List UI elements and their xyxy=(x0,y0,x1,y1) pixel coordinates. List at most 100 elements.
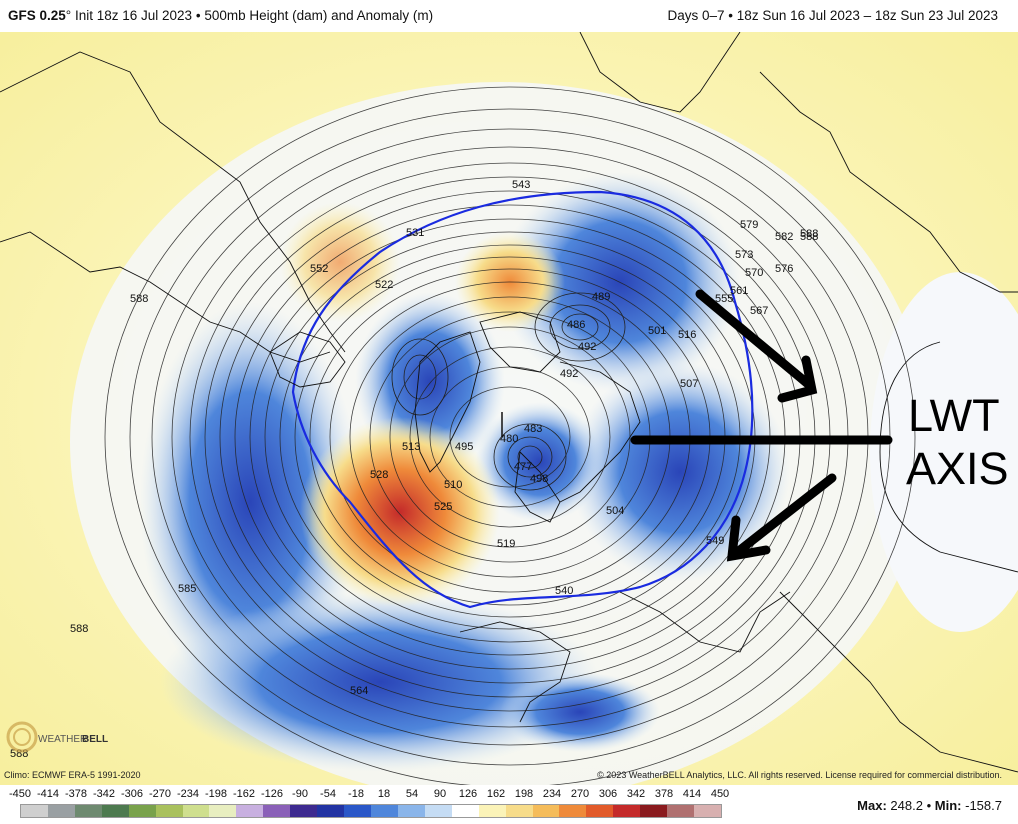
max-min: Max: 248.2 • Min: -158.7 xyxy=(857,798,1002,813)
svg-text:WEATHER: WEATHER xyxy=(38,734,87,745)
contour-label: 504 xyxy=(606,505,624,517)
contour-label: 555 xyxy=(715,293,733,305)
min-label: Min: xyxy=(934,798,962,813)
low-contours xyxy=(391,292,626,491)
contour-label: 522 xyxy=(375,279,393,291)
colorbar-ticks: -450 -414 -378 -342 -306 -270 -234 -198 -162 -126… xyxy=(0,788,740,802)
init-time: Init 18z 16 Jul 2023 xyxy=(74,8,193,23)
contour-label: 519 xyxy=(497,538,515,550)
contour-label: 477 xyxy=(514,461,532,473)
colorbar-swatch xyxy=(290,805,318,817)
contour-label: 501 xyxy=(648,325,666,337)
contour-label: 531 xyxy=(406,227,424,239)
arrow-lower xyxy=(735,473,837,555)
colorbar-tick-label: 378 xyxy=(654,788,674,800)
scandinavia xyxy=(514,451,561,523)
colorbar-tick-label: -126 xyxy=(260,788,284,800)
degree-sign: ° xyxy=(65,8,72,23)
annotation-arrows xyxy=(630,289,893,562)
blue-540-contour xyxy=(291,190,754,609)
colorbar-tick-label: -306 xyxy=(120,788,144,800)
bullet: • xyxy=(926,798,932,813)
coast-southeast xyxy=(779,591,1018,773)
contour-label: 588 xyxy=(800,231,818,243)
contour-label: 579 xyxy=(740,219,758,231)
coast-north xyxy=(579,32,741,113)
colorbar-swatch xyxy=(478,805,506,817)
contour-label: 516 xyxy=(678,329,696,341)
arctic-islands xyxy=(479,311,561,373)
colorbar-tick-label: 18 xyxy=(377,788,391,800)
contour-label: 564 xyxy=(350,685,368,697)
contour-label: 483 xyxy=(524,423,542,435)
colorbar: -450 -414 -378 -342 -306 -270 -234 -198 -162 -126… xyxy=(0,786,1018,824)
colorbar-tick-label: 90 xyxy=(433,788,447,800)
colorbar-tick-label: -54 xyxy=(320,788,336,800)
coast-west xyxy=(0,231,331,363)
contour-label: 543 xyxy=(512,179,530,191)
contour-label: 480 xyxy=(500,433,518,445)
colorbar-swatch xyxy=(101,805,129,817)
contour-label: 513 xyxy=(402,441,420,453)
asia-coast xyxy=(619,591,791,653)
copyright-note: © 2023 WeatherBELL Analytics, LLC. All r… xyxy=(597,770,1002,780)
contour-label: 510 xyxy=(444,479,462,491)
contour-label: 492 xyxy=(560,368,578,380)
contour-label: 507 xyxy=(680,378,698,390)
min-value: -158.7 xyxy=(965,798,1002,813)
climo-note: Climo: ECMWF ERA-5 1991-2020 xyxy=(4,770,141,780)
contour-label: 588 xyxy=(800,228,818,240)
colorbar-swatch xyxy=(694,805,721,817)
colorbar-swatch xyxy=(370,805,398,817)
annotation-axis: AXIS xyxy=(906,443,1009,494)
colorbar-tick-label: 414 xyxy=(682,788,702,800)
coast-northwest xyxy=(0,51,346,353)
colorbar-swatch xyxy=(505,805,533,817)
colorbar-tick-label: 306 xyxy=(598,788,618,800)
contour-label: 495 xyxy=(455,441,473,453)
contour-labels: 543 531 552 522 588 579 573 570 576 582 … xyxy=(10,179,818,760)
arrow-lower-head xyxy=(726,515,771,562)
days-range: Days 0–7 xyxy=(667,8,725,23)
weatherbell-logo: WEATHER BELL xyxy=(4,715,114,765)
contour-label: 585 xyxy=(178,583,196,595)
contour-label: 570 xyxy=(745,267,763,279)
max-label: Max: xyxy=(857,798,887,813)
contour-label: 498 xyxy=(530,473,548,485)
contour-label: 567 xyxy=(750,305,768,317)
contour-label: 588 xyxy=(70,623,88,635)
title: GFS 0.25° Init 18z 16 Jul 2023 • 500mb H… xyxy=(8,8,433,23)
pale-region-east xyxy=(870,272,1018,632)
colorbar-tick-label: 198 xyxy=(514,788,534,800)
colorbar-tick-label: -342 xyxy=(92,788,116,800)
blue-anomaly-southwest xyxy=(160,592,600,772)
contour-label: 576 xyxy=(775,263,793,275)
polar-map: 543 531 552 522 588 579 573 570 576 582 … xyxy=(0,32,1018,785)
alaska xyxy=(269,331,346,388)
colorbar-tick-label: -18 xyxy=(348,788,364,800)
max-value: 248.2 xyxy=(890,798,923,813)
colorbar-tick-label: 342 xyxy=(626,788,646,800)
contour-label: 528 xyxy=(370,469,388,481)
colorbar-tick-label: -378 xyxy=(64,788,88,800)
colorbar-swatch xyxy=(451,805,479,817)
contour-label: 486 xyxy=(567,319,585,331)
contour-label: 582 xyxy=(775,231,793,243)
colorbar-swatch xyxy=(424,805,452,817)
contour-label: 588 xyxy=(130,293,148,305)
arrow-upper xyxy=(695,289,813,389)
colorbar-tick-label: -270 xyxy=(148,788,172,800)
colorbar-swatch xyxy=(209,805,237,817)
colorbar-swatch xyxy=(155,805,183,817)
colorbar-swatch xyxy=(47,805,75,817)
colorbar-tick-label: -414 xyxy=(36,788,60,800)
annotation-lwt: LWT xyxy=(908,390,1000,441)
colorbar-swatch xyxy=(182,805,210,817)
coast-east xyxy=(879,341,1018,573)
colorbar-tick-label: 234 xyxy=(542,788,562,800)
colorbar-swatch xyxy=(344,805,371,817)
contour-label: 525 xyxy=(434,501,452,513)
orange-anomaly-northwest xyxy=(280,202,400,322)
colorbar-swatch xyxy=(613,805,641,817)
colorbar-swatch xyxy=(317,805,345,817)
